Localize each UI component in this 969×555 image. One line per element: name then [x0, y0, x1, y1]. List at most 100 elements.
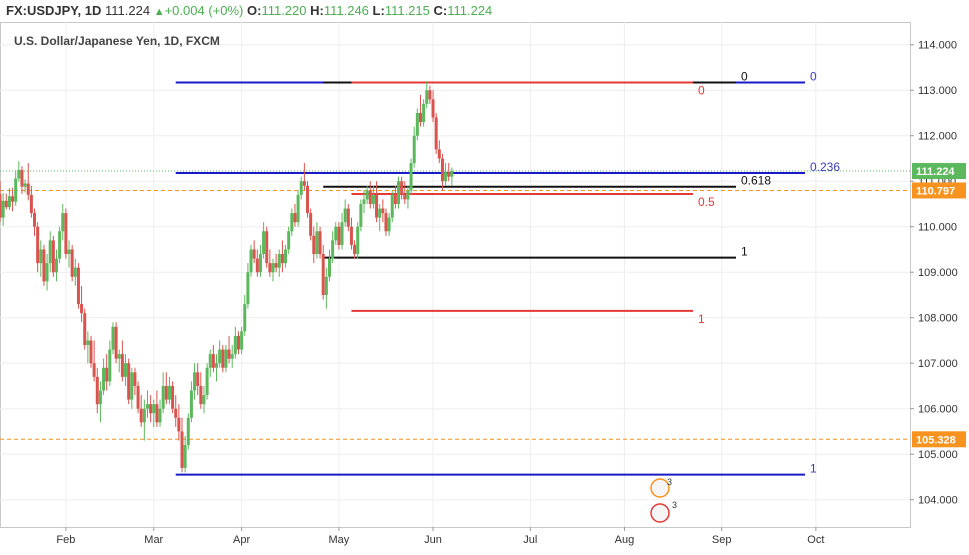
- candle-body: [7, 196, 11, 208]
- candle-body: [397, 181, 401, 204]
- fib-red-label: 1: [698, 312, 705, 326]
- fibonacci-drawings[interactable]: 0 0.236 1 0 0.618 1 0 0.5 1: [175, 70, 841, 476]
- candle-body: [378, 208, 382, 218]
- y-tick-label: 114.000: [918, 40, 957, 52]
- candle-body: [127, 363, 131, 400]
- candle-body: [152, 404, 156, 414]
- candle-body: [287, 231, 291, 250]
- open-label: O:: [246, 3, 262, 18]
- candle-body: [265, 231, 269, 264]
- candles: [0, 81, 454, 473]
- candle-body: [86, 340, 90, 346]
- candle-body: [447, 172, 451, 177]
- candle-body: [108, 349, 112, 382]
- fib-blue-label: 0.236: [810, 160, 840, 174]
- flag-event-icon[interactable]: [650, 478, 670, 498]
- candle-body: [36, 226, 40, 264]
- event-count-icon: 3: [672, 500, 677, 510]
- candle-body: [208, 354, 212, 368]
- candle-body: [164, 385, 168, 400]
- candle-body: [327, 258, 331, 277]
- x-tick-label: Feb: [56, 534, 75, 546]
- icon-marks: 3 3: [650, 477, 677, 523]
- close-label: C:: [433, 3, 448, 18]
- candle-body: [224, 349, 228, 368]
- high-value: 111.246: [323, 3, 369, 18]
- candle-body: [45, 263, 49, 282]
- high-label: H:: [310, 3, 324, 18]
- candle-body: [337, 226, 341, 245]
- fib-black-label: 0.618: [741, 174, 771, 188]
- candle-body: [0, 193, 2, 218]
- plot-border: [0, 22, 911, 528]
- candle-body: [415, 112, 419, 136]
- candle-body: [246, 272, 250, 305]
- candle-body: [218, 349, 222, 364]
- candle-body: [334, 226, 338, 241]
- candle-body: [284, 249, 288, 264]
- candle-body: [331, 240, 335, 259]
- price-level-label: 110.797: [916, 185, 955, 197]
- candle-body: [428, 90, 432, 100]
- candle-body: [230, 354, 234, 359]
- candle-body: [145, 404, 149, 409]
- candle-body: [98, 390, 102, 405]
- candle-body: [262, 231, 266, 255]
- candle-body: [180, 431, 184, 468]
- candle-body: [70, 249, 74, 277]
- candle-body: [412, 135, 416, 164]
- candle-body: [17, 169, 21, 179]
- price-change: +0.004 (+0%): [164, 3, 244, 18]
- candle-body: [440, 158, 444, 182]
- candle-body: [434, 117, 438, 150]
- x-tick-label: Apr: [233, 534, 250, 546]
- candle-body: [92, 363, 96, 377]
- y-tick-label: 107.000: [918, 358, 958, 370]
- candle-body: [365, 190, 369, 200]
- candle-body: [89, 340, 93, 364]
- candle-body: [296, 194, 300, 223]
- candle-body: [359, 203, 363, 227]
- candle-body: [29, 194, 33, 214]
- candle-body: [167, 385, 171, 400]
- y-tick-label: 104.000: [918, 495, 958, 507]
- candle-body: [205, 367, 209, 396]
- candle-body: [236, 335, 240, 350]
- candle-body: [302, 181, 306, 186]
- candle-body: [346, 208, 350, 227]
- x-tick-label: May: [329, 534, 350, 546]
- y-tick-label: 112.000: [918, 131, 957, 143]
- candle-body: [161, 385, 165, 409]
- candle-body: [193, 372, 197, 391]
- candle-body: [183, 445, 187, 468]
- event-count-icon: 3: [667, 477, 672, 487]
- x-tick-label: Mar: [144, 534, 163, 546]
- x-tick-label: Aug: [615, 534, 635, 546]
- candle-body: [318, 231, 322, 255]
- flag-event-icon[interactable]: [650, 503, 670, 523]
- candle-body: [67, 249, 71, 255]
- candle-body: [444, 172, 448, 182]
- candle-body: [418, 112, 422, 123]
- candle-body: [64, 213, 68, 255]
- candle-body: [158, 408, 162, 423]
- candle-body: [321, 254, 325, 295]
- candle-body: [39, 249, 43, 264]
- candle-body: [20, 169, 24, 187]
- candle-body: [120, 354, 124, 377]
- candle-body: [14, 178, 18, 202]
- candle-body: [393, 194, 397, 204]
- symbol-name[interactable]: FX:USDJPY, 1D: [6, 3, 102, 18]
- candle-body: [240, 331, 244, 350]
- candle-body: [23, 183, 27, 187]
- candle-body: [258, 254, 262, 273]
- candle-body: [117, 354, 121, 359]
- candle-body: [268, 263, 272, 273]
- candle-body: [233, 335, 237, 355]
- candle-body: [1, 200, 5, 218]
- current-price-badge: [912, 163, 966, 180]
- candle-body: [306, 185, 310, 214]
- candle-body: [290, 213, 294, 232]
- fib-black-label: 0: [741, 70, 748, 84]
